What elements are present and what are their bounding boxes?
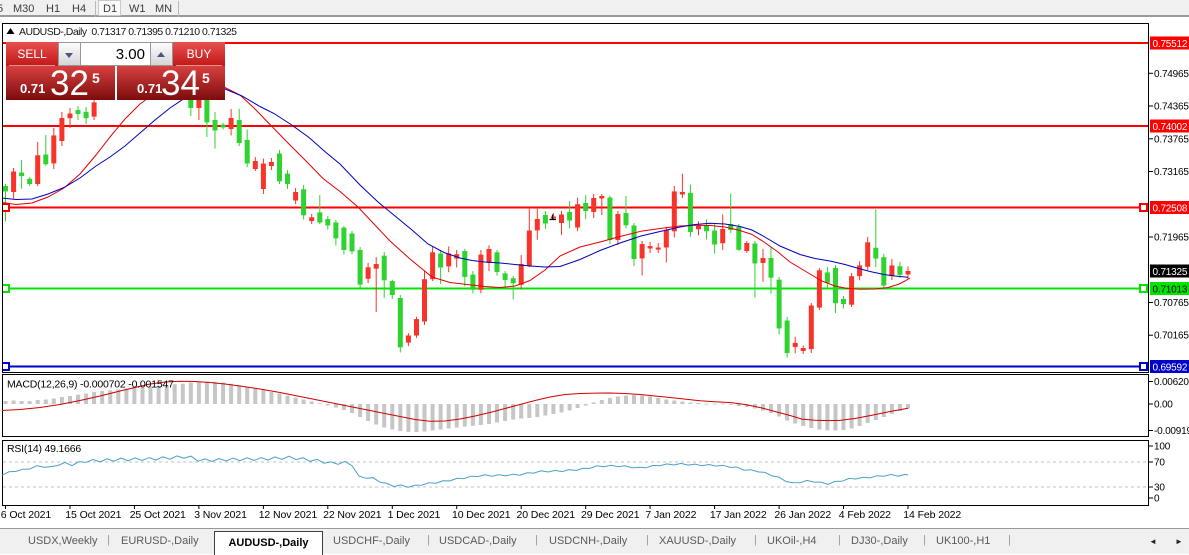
svg-text:4 Feb 2022: 4 Feb 2022 — [839, 509, 891, 521]
svg-text:12 Nov 2021: 12 Nov 2021 — [259, 509, 318, 521]
svg-text:0.74002: 0.74002 — [1153, 122, 1188, 133]
svg-text:0.75512: 0.75512 — [1153, 39, 1188, 50]
svg-text:29 Dec 2021: 29 Dec 2021 — [581, 509, 640, 521]
svg-text:6 Oct 2021: 6 Oct 2021 — [1, 509, 52, 521]
svg-text:0.00: 0.00 — [1154, 400, 1173, 411]
svg-text:0.73765: 0.73765 — [1154, 134, 1189, 145]
svg-text:RSI(14) 49.1666: RSI(14) 49.1666 — [7, 443, 81, 455]
svg-text:22 Nov 2021: 22 Nov 2021 — [323, 509, 382, 521]
svg-text:7 Jan 2022: 7 Jan 2022 — [645, 509, 696, 521]
svg-text:20 Dec 2021: 20 Dec 2021 — [517, 509, 576, 521]
svg-text:17 Jan 2022: 17 Jan 2022 — [710, 509, 767, 521]
svg-text:AUDUSD-,Daily 0.71317 0.71395: AUDUSD-,Daily 0.71317 0.71395 0.71210 0.… — [19, 26, 237, 38]
svg-text:0.74965: 0.74965 — [1154, 69, 1189, 80]
svg-text:0.006201: 0.006201 — [1154, 377, 1189, 388]
svg-text:0.69592: 0.69592 — [1153, 362, 1188, 373]
svg-text:0.71325: 0.71325 — [1153, 267, 1188, 278]
svg-text:MACD(12,26,9) -0.000702 -0.001: MACD(12,26,9) -0.000702 -0.001547 — [7, 379, 174, 391]
svg-text:0.70165: 0.70165 — [1154, 331, 1189, 342]
svg-text:10 Dec 2021: 10 Dec 2021 — [452, 509, 511, 521]
svg-text:25 Oct 2021: 25 Oct 2021 — [130, 509, 186, 521]
svg-text:1 Dec 2021: 1 Dec 2021 — [388, 509, 441, 521]
svg-text:0.71013: 0.71013 — [1153, 284, 1188, 295]
svg-text:0: 0 — [1154, 494, 1160, 505]
svg-text:0.74365: 0.74365 — [1154, 102, 1189, 113]
svg-text:3 Nov 2021: 3 Nov 2021 — [194, 509, 247, 521]
svg-text:0.70765: 0.70765 — [1154, 298, 1189, 309]
svg-text:0.71965: 0.71965 — [1154, 233, 1189, 244]
svg-text:70: 70 — [1154, 458, 1165, 469]
svg-text:-0.00919: -0.00919 — [1154, 426, 1189, 437]
svg-text:0.72508: 0.72508 — [1153, 203, 1188, 214]
svg-text:30: 30 — [1154, 483, 1165, 494]
svg-text:15 Oct 2021: 15 Oct 2021 — [65, 509, 121, 521]
svg-text:26 Jan 2022: 26 Jan 2022 — [774, 509, 831, 521]
svg-text:0.73165: 0.73165 — [1154, 167, 1189, 178]
svg-text:14 Feb 2022: 14 Feb 2022 — [903, 509, 961, 521]
svg-text:100: 100 — [1154, 442, 1171, 453]
